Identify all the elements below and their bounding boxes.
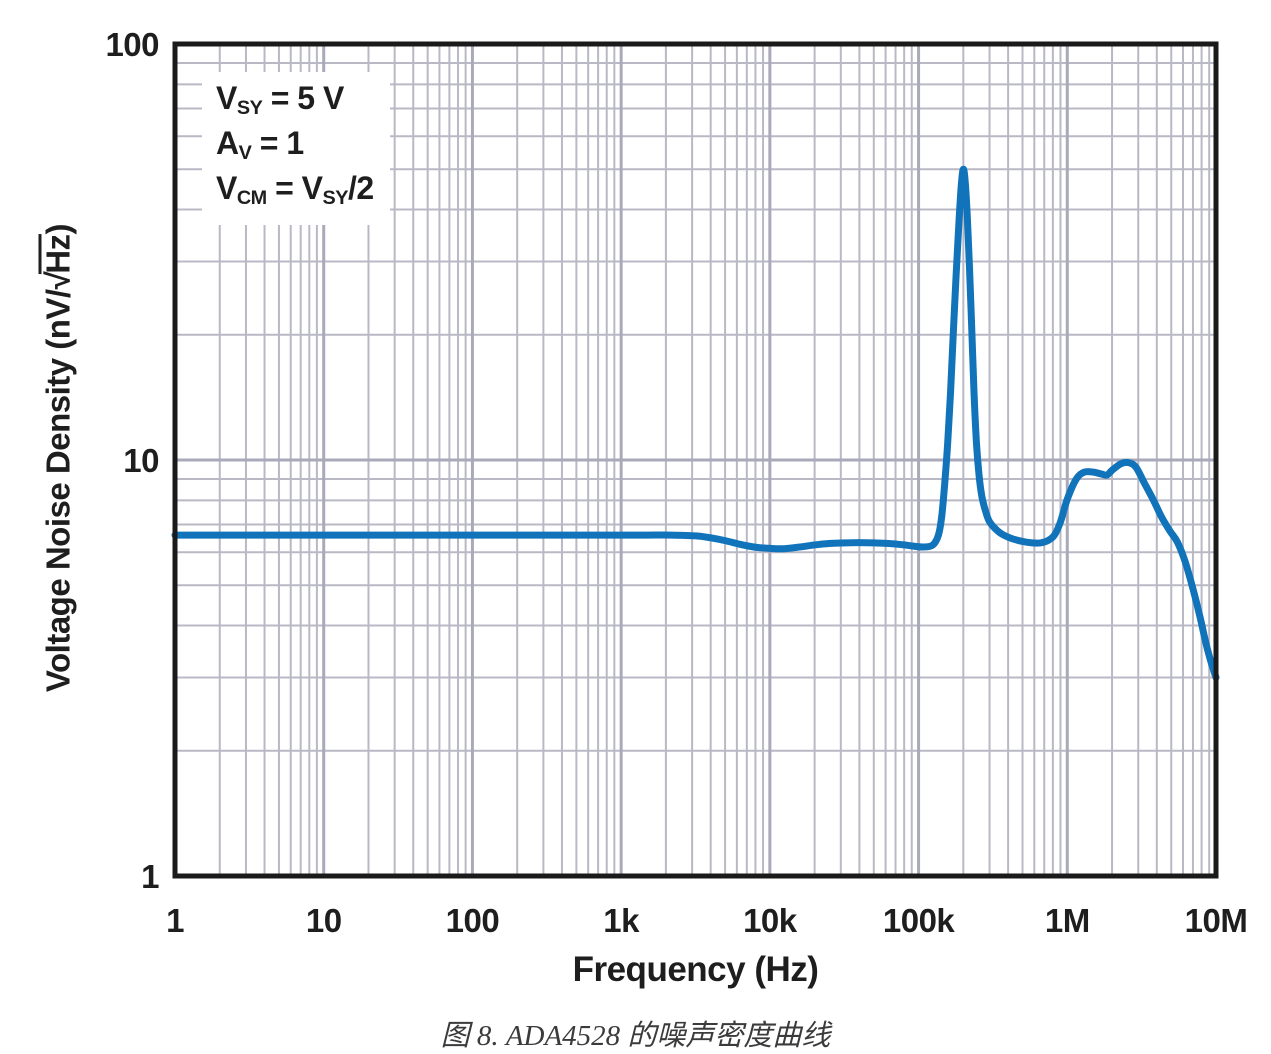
x-tick-label: 10M bbox=[1185, 902, 1248, 939]
y-tick-label: 10 bbox=[123, 442, 159, 479]
x-tick-label: 1M bbox=[1045, 902, 1090, 939]
noise-density-curve bbox=[171, 165, 1220, 682]
condition-text: /2 bbox=[347, 170, 374, 206]
condition-text: = V bbox=[266, 170, 323, 206]
condition-subscript: CM bbox=[236, 186, 267, 209]
x-tick-label: 1 bbox=[166, 902, 184, 939]
x-tick-label: 100 bbox=[446, 902, 500, 939]
condition-subscript: V bbox=[238, 141, 252, 164]
x-tick-label: 100k bbox=[883, 902, 956, 939]
condition-text: A bbox=[216, 125, 239, 161]
sqrt-radicand: Hz bbox=[38, 234, 77, 274]
y-axis-title-text: Voltage Noise Density (nV/ bbox=[39, 289, 77, 693]
y-tick-label: 100 bbox=[105, 26, 159, 63]
x-tick-label: 1k bbox=[603, 902, 640, 939]
plot-frame bbox=[172, 41, 1219, 879]
figure-caption: 图 8. ADA4528 的噪声密度曲线 bbox=[440, 1020, 831, 1052]
sqrt-radical-symbol: √ bbox=[39, 271, 77, 290]
condition-line: VSY = 5 V bbox=[216, 78, 374, 123]
x-axis-title: Frequency (Hz) bbox=[572, 950, 819, 989]
x-tick-label: 10k bbox=[743, 902, 798, 939]
condition-text: V bbox=[216, 170, 237, 206]
x-tick-label: 10 bbox=[306, 902, 342, 939]
y-axis-title-close-paren: ) bbox=[39, 223, 77, 235]
y-axis-title: Voltage Noise Density (nV/√Hz) bbox=[38, 223, 78, 693]
condition-line: AV = 1 bbox=[216, 123, 374, 168]
condition-text: = 5 V bbox=[262, 80, 345, 116]
condition-subscript: SY bbox=[322, 186, 349, 209]
condition-text: V bbox=[216, 80, 237, 116]
condition-line: VCM = VSY/2 bbox=[216, 168, 374, 213]
test-conditions-annotation: VSY = 5 V AV = 1 VCM = VSY/2 bbox=[202, 72, 390, 225]
condition-text: = 1 bbox=[251, 125, 304, 161]
condition-subscript: SY bbox=[236, 96, 263, 119]
y-tick-label: 1 bbox=[141, 858, 159, 895]
